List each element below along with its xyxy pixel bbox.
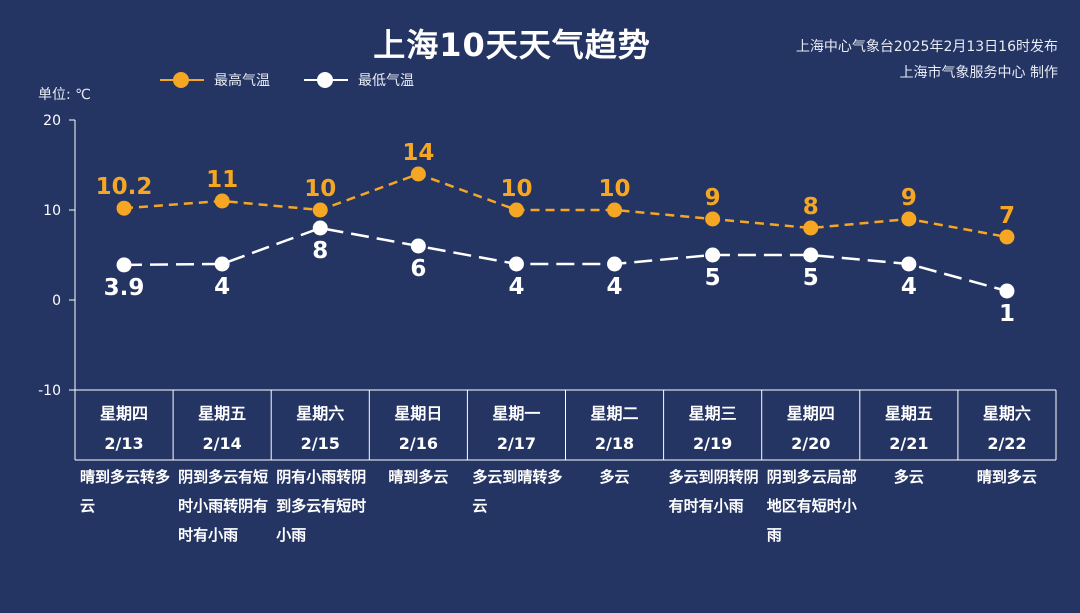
data-label-low: 5 [705,265,721,291]
day-weather: 多云 [893,468,924,486]
data-label-low: 5 [803,265,819,291]
legend-item-low: 最低气温 [304,70,414,90]
data-point-low [508,256,524,272]
data-label-high: 11 [206,167,238,193]
day-header: 星期六 2/15 [271,399,369,459]
day-date: 2/17 [496,434,537,453]
data-label-low: 4 [901,274,917,300]
data-point-high [116,200,132,216]
data-label-high: 7 [999,203,1015,229]
y-tick-label: 20 [43,113,61,129]
day-weather: 多云 [599,468,630,486]
data-point-low [410,238,426,254]
day-header: 星期六 2/22 [958,399,1056,459]
day-weekday: 星期五 [198,404,247,423]
data-point-low [901,256,917,272]
y-tick-label: 0 [52,293,61,309]
day-weekday: 星期四 [786,404,835,423]
day-date: 2/18 [594,434,635,453]
day-weather: 阴到多云有短时小雨转阴有时有小雨 [178,468,269,544]
day-weather: 晴到多云转多云 [80,468,171,515]
day-weekday: 星期四 [100,404,149,423]
data-point-high [705,211,721,227]
day-header: 星期三 2/19 [664,399,762,459]
data-label-high: 10 [304,176,336,202]
y-tick-label: 10 [43,203,61,219]
data-label-low: 4 [214,274,230,300]
day-weather: 多云到阴转阴有时有小雨 [668,468,759,515]
series-line-high [123,172,1008,239]
legend-item-high: 最高气温 [160,70,270,90]
data-point-low [214,256,230,272]
day-header: 星期四 2/20 [762,399,860,459]
data-point-high [803,220,819,236]
data-point-low [607,256,623,272]
day-weekday: 星期六 [982,404,1031,423]
data-point-low [705,247,721,263]
y-axis-unit-label: 单位: ℃ [38,87,91,103]
data-point-high [312,202,328,218]
data-label-low: 3.9 [104,275,145,301]
data-label-high: 9 [901,185,917,211]
data-label-high: 9 [705,185,721,211]
source-line-issuer: 上海中心气象台2025年2月13日16时发布 [795,39,1058,55]
day-date: 2/13 [104,434,144,453]
data-point-high [901,211,917,227]
data-point-high [607,202,623,218]
legend-label-low: 最低气温 [358,73,414,89]
day-date: 2/14 [202,434,242,453]
day-date: 2/15 [300,434,340,453]
day-weather: 多云到晴转多云 [472,468,563,515]
day-weekday: 星期一 [492,404,541,423]
data-label-high: 14 [402,140,434,166]
source-info: 上海中心气象台2025年2月13日16时发布 上海市气象服务中心 制作 [796,34,1058,86]
series-line-low [123,226,1008,293]
day-weekday: 星期六 [296,404,345,423]
data-label-high: 10 [500,176,532,202]
day-weather: 晴到多云 [976,468,1037,486]
data-label-high: 10.2 [96,174,153,200]
data-point-low [803,247,819,263]
day-header: 星期五 2/21 [860,399,958,459]
data-label-low: 6 [410,256,426,282]
day-header: 星期四 2/13 [75,399,173,459]
data-label-low: 4 [508,274,524,300]
data-point-high [410,166,426,182]
day-weekday: 星期日 [394,404,443,423]
data-point-high [214,193,230,209]
day-header: 星期五 2/14 [173,399,271,459]
day-weekday: 星期三 [688,404,737,423]
day-weather: 阴有小雨转阴到多云有短时小雨 [276,468,367,544]
day-header: 星期二 2/18 [566,399,664,459]
day-header: 星期一 2/17 [467,399,565,459]
data-label-high: 10 [599,176,631,202]
legend-label-high: 最高气温 [214,73,270,89]
y-tick-label: -10 [38,383,61,399]
data-point-high [508,202,524,218]
data-point-low [312,220,328,236]
chart-title: 上海10天天气趋势 [373,26,651,64]
data-label-low: 1 [999,301,1015,327]
legend-marker-high [160,70,204,90]
data-label-high: 8 [803,194,819,220]
day-header: 星期日 2/16 [369,399,467,459]
legend: 最高气温 最低气温 [160,70,414,90]
data-point-high [999,229,1015,245]
data-label-low: 4 [607,274,623,300]
day-date: 2/21 [889,434,929,453]
source-line-producer: 上海市气象服务中心 制作 [899,65,1058,81]
day-date: 2/19 [693,434,733,453]
data-label-low: 8 [312,238,328,264]
legend-marker-low [304,70,348,90]
day-date: 2/16 [398,434,438,453]
day-date: 2/20 [791,434,831,453]
day-weekday: 星期五 [884,404,933,423]
day-date: 2/22 [987,434,1027,453]
day-weather: 阴到多云局部地区有短时小雨 [766,468,857,544]
day-weather: 晴到多云 [388,468,449,486]
day-weekday: 星期二 [590,404,639,423]
data-point-low [999,283,1015,299]
data-point-low [116,257,132,273]
